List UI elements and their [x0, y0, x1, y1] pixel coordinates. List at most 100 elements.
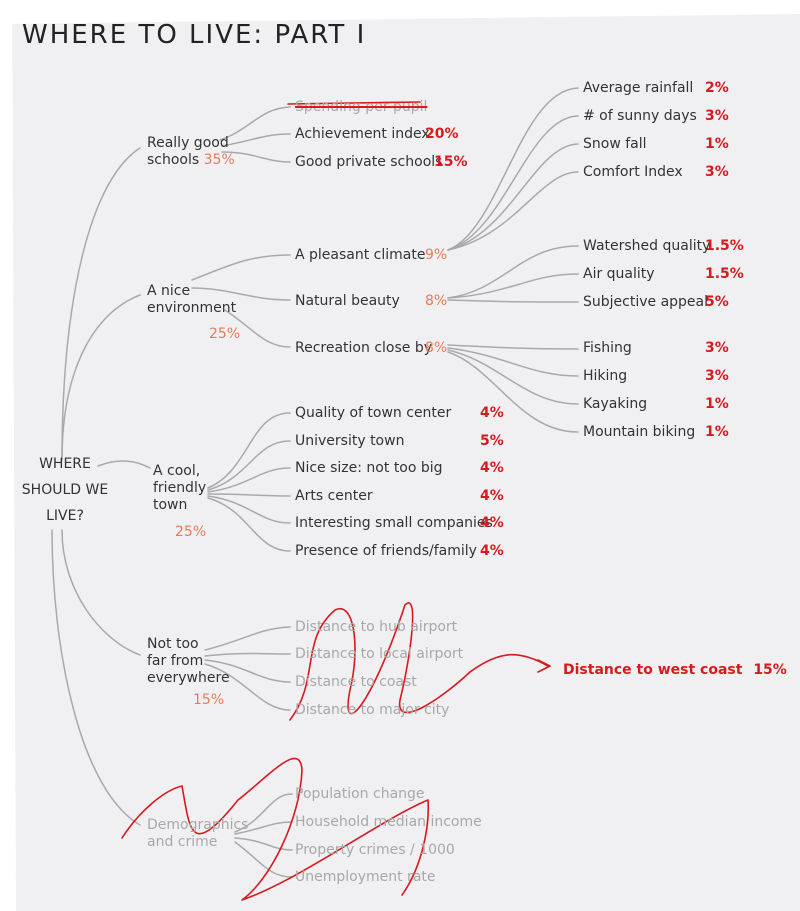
root-line-3: LIVE? [46, 508, 84, 524]
item-unemployment-rate: Unemployment rate [295, 869, 436, 885]
item-household-income: Household median income [295, 814, 482, 830]
category-environment-weight: 25% [209, 326, 241, 342]
item-town-center: Quality of town center [295, 405, 452, 421]
weight-snow-fall: 1% [705, 136, 729, 152]
category-far-line-3: everywhere [147, 670, 230, 686]
weight-recreation-close-by: 8% [425, 340, 448, 356]
category-far-line-1: Not too [147, 636, 199, 652]
item-snow-fall: Snow fall [583, 136, 647, 152]
connector-rec-kayaking [447, 349, 579, 405]
weight-mountain-biking: 1% [705, 424, 729, 440]
root-line-1: WHERE [39, 456, 91, 472]
category-demographics: Demographics and crime [147, 817, 248, 851]
category-environment-line-1: A nice [147, 283, 191, 299]
connector-demo-income [234, 821, 293, 835]
root-line-2: SHOULD WE [21, 482, 109, 498]
weight-average-rainfall: 2% [705, 80, 729, 96]
item-achievement-index: Achievement index [295, 126, 430, 142]
item-arts-center: Arts center [295, 488, 373, 504]
connector-climate-rainfall [447, 87, 579, 251]
weight-arts-center: 4% [480, 488, 504, 504]
item-mountain-biking: Mountain biking [583, 424, 696, 440]
connector-demo-population [234, 793, 293, 833]
weight-friends-family: 4% [480, 543, 504, 559]
category-demographics-line-2: and crime [147, 834, 218, 850]
connector-town-university [207, 440, 291, 491]
item-west-coast: Distance to west coast 15% [563, 661, 787, 679]
connector-beauty-air [447, 273, 579, 299]
item-population-change: Population change [295, 786, 425, 802]
connector-rec-hiking [447, 347, 579, 377]
weight-small-companies: 4% [480, 515, 504, 531]
weight-achievement-index: 20% [425, 126, 459, 142]
connector-town-center [207, 412, 291, 489]
weight-comfort-index: 3% [705, 164, 729, 180]
category-schools-weight: 35% [203, 152, 235, 168]
weight-good-private-schools: 15% [434, 154, 468, 170]
category-town-line-1: A cool, [153, 463, 201, 479]
connector-schools-achievement [221, 133, 291, 147]
connector-climate-sunny [447, 115, 579, 251]
item-west-coast-label: Distance to west coast [563, 662, 743, 678]
connector-rec-biking [447, 351, 579, 433]
scribble-demographics [121, 757, 430, 901]
item-hiking: Hiking [583, 368, 628, 384]
item-subjective-appeal: Subjective appeal [583, 294, 709, 310]
weight-hiking: 3% [705, 368, 729, 384]
item-recreation-close-by: Recreation close by [295, 340, 432, 356]
item-pleasant-climate: A pleasant climate [295, 247, 426, 263]
item-natural-beauty: Natural beauty [295, 293, 400, 309]
item-comfort-index: Comfort Index [583, 164, 683, 180]
connector-town-size [207, 467, 291, 493]
weight-fishing: 3% [705, 340, 729, 356]
category-environment-line-2: environment [147, 300, 237, 316]
item-distance-coast: Distance to coast [295, 674, 417, 690]
connector-env-recreation [224, 309, 291, 348]
weight-university-town: 5% [480, 433, 504, 449]
connector-root-environment [61, 294, 141, 461]
weight-west-coast: 15% [753, 662, 787, 678]
connector-root-town [97, 460, 151, 469]
connector-town-companies [207, 495, 291, 524]
weight-sunny-days: 3% [705, 108, 729, 124]
item-watershed-quality: Watershed quality [583, 238, 711, 254]
category-schools-line-2-text: schools [147, 152, 200, 168]
page-title: WHERE TO LIVE: PART I [22, 20, 367, 50]
connector-far-hub [204, 626, 291, 651]
connector-climate-snow [447, 143, 579, 251]
weight-subjective-appeal: 5% [705, 294, 729, 310]
weight-air-quality: 1.5% [705, 266, 744, 282]
category-town-line-3: town [153, 497, 188, 513]
connector-rec-fishing [447, 344, 579, 350]
item-air-quality: Air quality [583, 266, 655, 282]
category-environment: A nice environment [147, 283, 236, 317]
weight-town-center: 4% [480, 405, 504, 421]
item-friends-family: Presence of friends/family [295, 543, 477, 559]
connector-demo-property [234, 837, 293, 851]
category-far: Not too far from everywhere [147, 636, 230, 687]
weight-watershed-quality: 1.5% [705, 238, 744, 254]
item-sunny-days: # of sunny days [583, 108, 697, 124]
connector-schools-spending [219, 106, 291, 141]
connector-demo-unemployment [234, 841, 293, 878]
connector-far-city [204, 663, 291, 711]
item-local-airport: Distance to local airport [295, 646, 464, 662]
arrow-head [537, 659, 551, 673]
connector-env-climate [191, 254, 291, 281]
connector-town-friends [207, 497, 291, 552]
strike-line-spending [287, 101, 421, 105]
weight-pleasant-climate: 9% [425, 247, 448, 263]
category-schools-line-1: Really good [147, 135, 229, 151]
item-small-companies: Interesting small companies [295, 515, 493, 531]
connector-far-coast [204, 659, 291, 683]
connector-town-arts [207, 493, 291, 497]
category-demographics-line-1: Demographics [147, 817, 249, 833]
connector-beauty-watershed [447, 245, 579, 299]
root-question: WHERE SHOULD WE LIVE? [20, 451, 110, 529]
item-good-private-schools: Good private schools [295, 154, 443, 170]
weight-nice-size: 4% [480, 460, 504, 476]
item-nice-size: Nice size: not too big [295, 460, 443, 476]
connector-far-local [204, 652, 291, 657]
item-property-crimes: Property crimes / 1000 [295, 842, 455, 858]
